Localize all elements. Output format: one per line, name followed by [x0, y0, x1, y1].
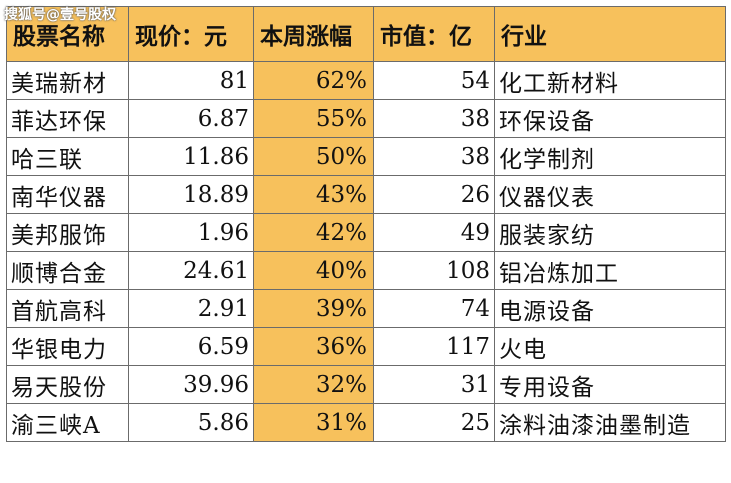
cell-price[interactable]: 39.96 — [128, 365, 254, 404]
cell-weekly-change[interactable]: 32% — [253, 365, 374, 404]
cell-weekly-change[interactable]: 55% — [253, 99, 374, 138]
cell-weekly-change[interactable]: 62% — [253, 61, 374, 100]
table-row: 哈三联 11.86 50% 38 化学制剂 — [6, 137, 726, 176]
cell-industry[interactable]: 仪器仪表 — [494, 175, 726, 214]
table-row: 菲达环保 6.87 55% 38 环保设备 — [6, 99, 726, 138]
cell-weekly-change[interactable]: 43% — [253, 175, 374, 214]
cell-weekly-change[interactable]: 39% — [253, 289, 374, 328]
cell-market-cap[interactable]: 74 — [373, 289, 495, 328]
cell-market-cap[interactable]: 26 — [373, 175, 495, 214]
cell-market-cap[interactable]: 54 — [373, 61, 495, 100]
cell-stock-name[interactable]: 首航高科 — [6, 289, 129, 328]
header-cell-change[interactable]: 本周涨幅 — [253, 6, 374, 62]
cell-stock-name[interactable]: 菲达环保 — [6, 99, 129, 138]
header-cell-cap[interactable]: 市值：亿 — [373, 6, 495, 62]
cell-market-cap[interactable]: 25 — [373, 403, 495, 442]
header-cell-price[interactable]: 现价：元 — [128, 6, 254, 62]
cell-price[interactable]: 81 — [128, 61, 254, 100]
cell-stock-name[interactable]: 易天股份 — [6, 365, 129, 404]
cell-price[interactable]: 18.89 — [128, 175, 254, 214]
cell-industry[interactable]: 服装家纺 — [494, 213, 726, 252]
cell-industry[interactable]: 环保设备 — [494, 99, 726, 138]
header-cell-name[interactable]: 股票名称 — [6, 6, 129, 62]
header-cell-industry[interactable]: 行业 — [494, 6, 726, 62]
cell-price[interactable]: 6.59 — [128, 327, 254, 366]
cell-market-cap[interactable]: 49 — [373, 213, 495, 252]
cell-industry[interactable]: 铝冶炼加工 — [494, 251, 726, 290]
table-row: 华银电力 6.59 36% 117 火电 — [6, 327, 726, 366]
cell-market-cap[interactable]: 108 — [373, 251, 495, 290]
cell-price[interactable]: 5.86 — [128, 403, 254, 442]
cell-industry[interactable]: 火电 — [494, 327, 726, 366]
table-row: 易天股份 39.96 32% 31 专用设备 — [6, 365, 726, 404]
cell-market-cap[interactable]: 38 — [373, 99, 495, 138]
cell-stock-name[interactable]: 顺博合金 — [6, 251, 129, 290]
cell-stock-name[interactable]: 美瑞新材 — [6, 61, 129, 100]
cell-stock-name[interactable]: 美邦服饰 — [6, 213, 129, 252]
table-row: 渝三峡A 5.86 31% 25 涂料油漆油墨制造 — [6, 403, 726, 442]
cell-industry[interactable]: 电源设备 — [494, 289, 726, 328]
cell-price[interactable]: 1.96 — [128, 213, 254, 252]
cell-market-cap[interactable]: 31 — [373, 365, 495, 404]
stock-table: 股票名称 现价：元 本周涨幅 市值：亿 行业 美瑞新材 81 62% 54 化工… — [6, 6, 726, 442]
cell-price[interactable]: 24.61 — [128, 251, 254, 290]
table-row: 美瑞新材 81 62% 54 化工新材料 — [6, 61, 726, 100]
cell-industry[interactable]: 化学制剂 — [494, 137, 726, 176]
cell-weekly-change[interactable]: 40% — [253, 251, 374, 290]
table-row: 南华仪器 18.89 43% 26 仪器仪表 — [6, 175, 726, 214]
cell-market-cap[interactable]: 117 — [373, 327, 495, 366]
cell-stock-name[interactable]: 华银电力 — [6, 327, 129, 366]
cell-weekly-change[interactable]: 50% — [253, 137, 374, 176]
table-row: 首航高科 2.91 39% 74 电源设备 — [6, 289, 726, 328]
table-row: 顺博合金 24.61 40% 108 铝冶炼加工 — [6, 251, 726, 290]
table-row: 美邦服饰 1.96 42% 49 服装家纺 — [6, 213, 726, 252]
cell-price[interactable]: 2.91 — [128, 289, 254, 328]
cell-market-cap[interactable]: 38 — [373, 137, 495, 176]
cell-stock-name[interactable]: 哈三联 — [6, 137, 129, 176]
header-row: 股票名称 现价：元 本周涨幅 市值：亿 行业 — [6, 6, 726, 62]
cell-weekly-change[interactable]: 42% — [253, 213, 374, 252]
cell-weekly-change[interactable]: 36% — [253, 327, 374, 366]
cell-weekly-change[interactable]: 31% — [253, 403, 374, 442]
cell-price[interactable]: 6.87 — [128, 99, 254, 138]
cell-industry[interactable]: 涂料油漆油墨制造 — [494, 403, 726, 442]
cell-stock-name[interactable]: 渝三峡A — [6, 403, 129, 442]
cell-stock-name[interactable]: 南华仪器 — [6, 175, 129, 214]
cell-price[interactable]: 11.86 — [128, 137, 254, 176]
cell-industry[interactable]: 专用设备 — [494, 365, 726, 404]
cell-industry[interactable]: 化工新材料 — [494, 61, 726, 100]
